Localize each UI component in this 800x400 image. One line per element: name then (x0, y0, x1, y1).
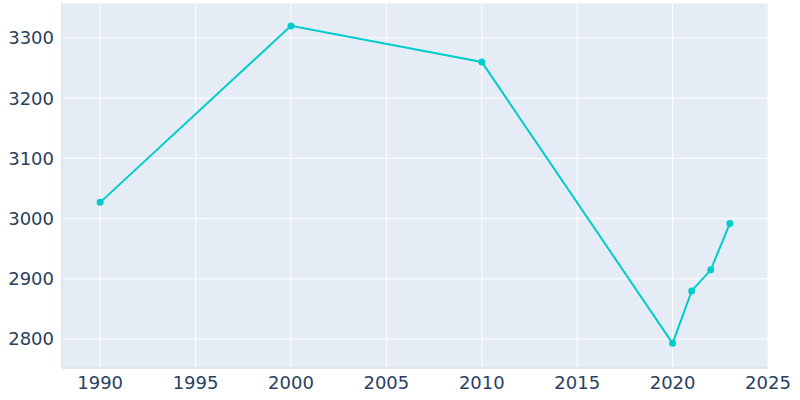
svg-text:3000: 3000 (8, 208, 54, 229)
svg-text:2900: 2900 (8, 268, 54, 289)
svg-text:3200: 3200 (8, 88, 54, 109)
svg-text:2015: 2015 (554, 372, 600, 393)
svg-text:1990: 1990 (77, 372, 123, 393)
svg-text:2005: 2005 (363, 372, 409, 393)
svg-text:2000: 2000 (268, 372, 314, 393)
svg-text:2800: 2800 (8, 328, 54, 349)
svg-text:3100: 3100 (8, 148, 54, 169)
svg-text:2025: 2025 (745, 372, 791, 393)
svg-text:2010: 2010 (459, 372, 505, 393)
svg-text:2020: 2020 (650, 372, 696, 393)
svg-text:3300: 3300 (8, 27, 54, 48)
svg-text:1995: 1995 (173, 372, 219, 393)
